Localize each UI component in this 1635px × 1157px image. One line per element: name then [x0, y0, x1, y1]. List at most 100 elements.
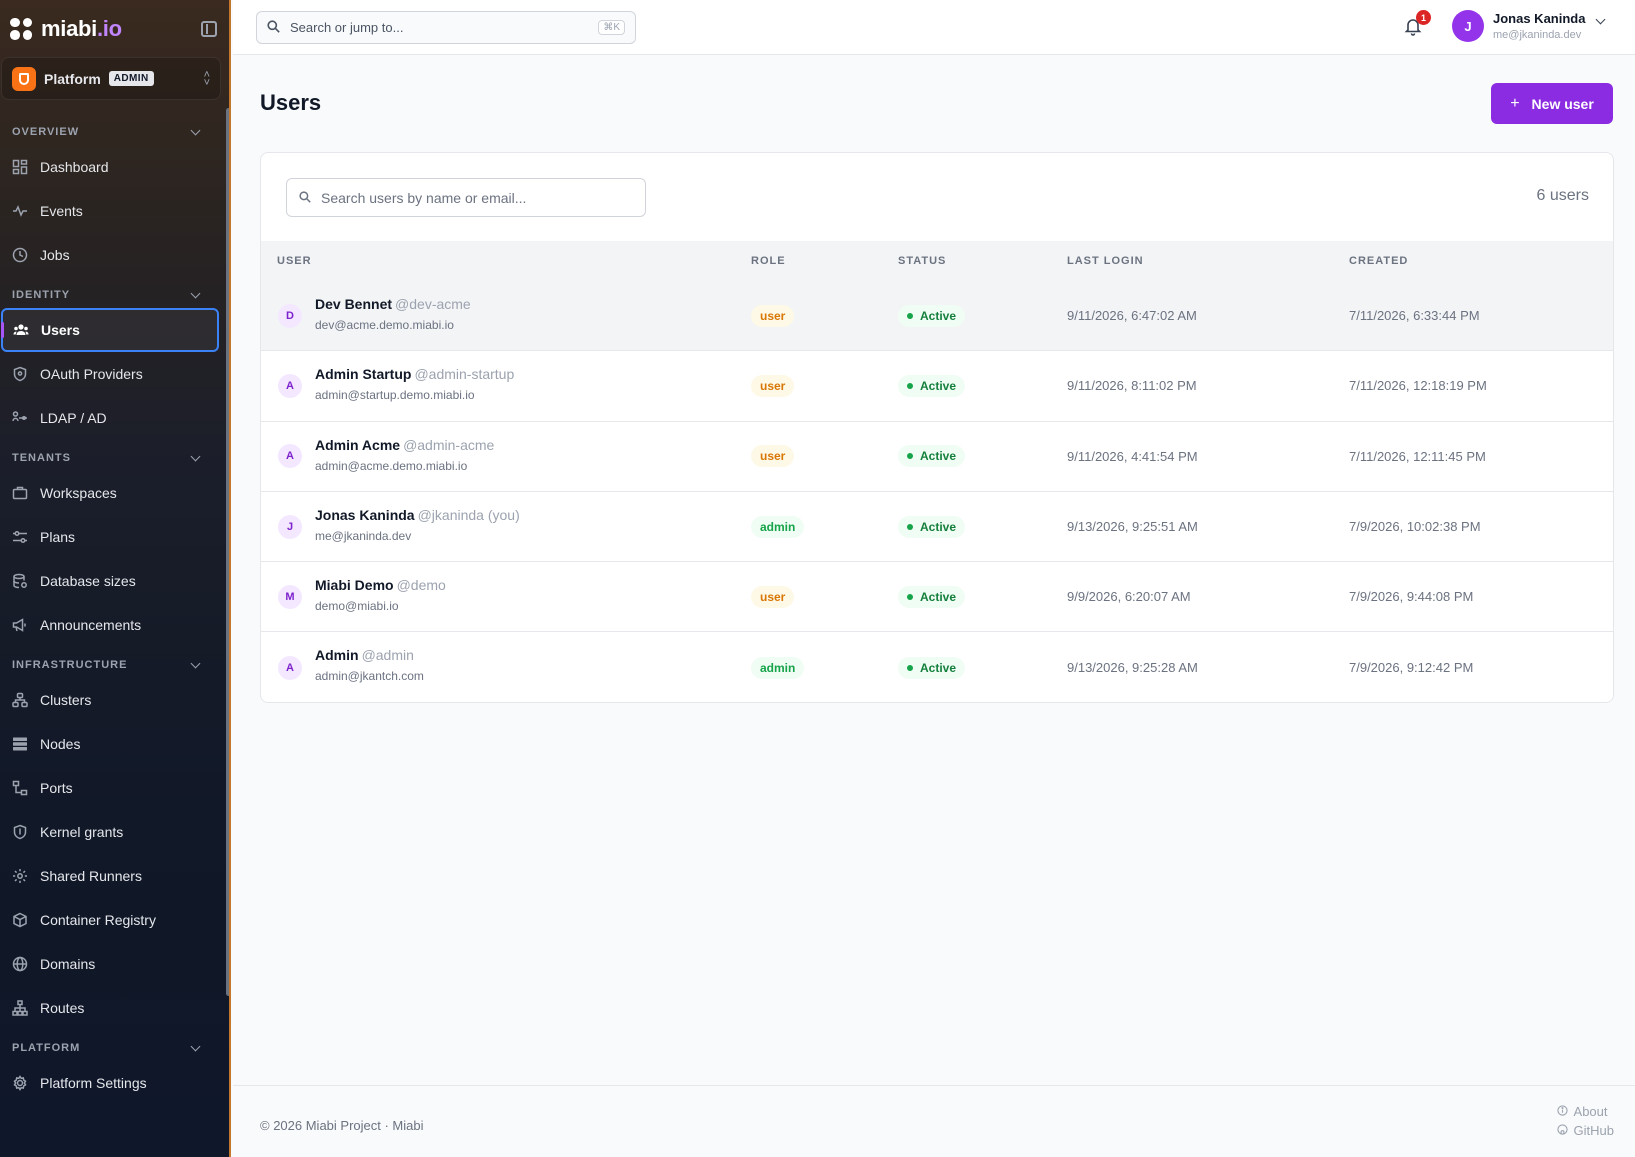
- table-row[interactable]: A Admin Startup @admin-startup admin@star…: [261, 351, 1613, 422]
- sidebar-item-jobs[interactable]: Jobs: [0, 233, 229, 277]
- avatar: A: [278, 444, 302, 469]
- sidebar-item-domains[interactable]: Domains: [0, 942, 229, 986]
- sidebar-item-dashboard[interactable]: Dashboard: [0, 145, 229, 189]
- sidebar-item-workspaces[interactable]: Workspaces: [0, 471, 229, 515]
- database-icon: [12, 573, 28, 589]
- last-login: 9/9/2026, 6:20:07 AM: [1067, 589, 1191, 605]
- briefcase-icon: [12, 485, 28, 501]
- column-header-status[interactable]: STATUS: [898, 255, 947, 267]
- role-badge: user: [751, 445, 795, 468]
- workspace-switcher[interactable]: Platform ADMIN ˄ ˅: [1, 57, 221, 100]
- table-row[interactable]: M Miabi Demo @demo demo@miabi.io user Act…: [261, 562, 1613, 633]
- github-link[interactable]: GitHub: [1556, 1123, 1614, 1138]
- user-handle: @demo: [396, 577, 446, 594]
- status-dot-icon: [907, 312, 913, 319]
- sidebar-item-label: Database sizes: [40, 573, 136, 589]
- workspace-role-badge: ADMIN: [108, 71, 154, 86]
- chevron-down-icon: [1596, 14, 1606, 24]
- last-login: 9/11/2026, 8:11:02 PM: [1067, 378, 1197, 394]
- column-header-created[interactable]: CREATED: [1349, 255, 1409, 267]
- section-infrastructure[interactable]: INFRASTRUCTURE: [0, 655, 229, 675]
- brand-name: miabi.io: [41, 15, 122, 41]
- table-row[interactable]: A Admin @admin admin@jkantch.com admin Ac…: [261, 632, 1613, 702]
- shortcut-hint: ⌘K: [598, 20, 625, 35]
- section-tenants[interactable]: TENANTS: [0, 448, 229, 468]
- last-login: 9/13/2026, 9:25:51 AM: [1067, 519, 1198, 535]
- user-name: Admin Acme: [315, 436, 401, 453]
- sidebar-item-container-registry[interactable]: Container Registry: [0, 898, 229, 942]
- avatar: D: [278, 303, 302, 328]
- activity-icon: [12, 203, 28, 219]
- avatar: A: [278, 373, 302, 398]
- notifications-button[interactable]: 1: [1403, 10, 1431, 38]
- footer-links: About GitHub: [1556, 1104, 1614, 1142]
- status-badge: Active: [898, 656, 966, 679]
- sidebar-collapse-icon[interactable]: [201, 20, 217, 37]
- created-at: 7/9/2026, 9:44:08 PM: [1349, 589, 1474, 605]
- user-menu[interactable]: J Jonas Kaninda me@jkaninda.dev: [1452, 10, 1606, 42]
- section-identity[interactable]: IDENTITY: [0, 285, 229, 305]
- status-badge: Active: [898, 445, 966, 468]
- user-handle: @jkaninda (you): [417, 506, 520, 523]
- topbar: Search or jump to... ⌘K 1 J Jonas Kanind…: [233, 0, 1635, 55]
- user-handle: @dev-acme: [395, 296, 471, 312]
- global-search[interactable]: Search or jump to... ⌘K: [256, 11, 636, 44]
- status-badge: Active: [898, 515, 966, 538]
- sidebar-item-events[interactable]: Events: [0, 189, 229, 233]
- workspace-name: Platform: [44, 70, 101, 87]
- table-row[interactable]: J Jonas Kaninda @jkaninda (you) me@jkanin…: [261, 492, 1613, 563]
- created-at: 7/9/2026, 9:12:42 PM: [1349, 660, 1474, 676]
- last-login: 9/11/2026, 4:41:54 PM: [1067, 448, 1198, 464]
- user-search-input[interactable]: [321, 189, 621, 206]
- user-email: demo@miabi.io: [315, 599, 399, 614]
- user-name: Admin: [315, 647, 359, 664]
- about-link[interactable]: About: [1556, 1104, 1614, 1119]
- sidebar-item-oauth-providers[interactable]: OAuth Providers: [0, 352, 229, 396]
- notification-count-badge: 1: [1416, 10, 1431, 25]
- user-name: Miabi Demo: [315, 577, 394, 594]
- sitemap-icon: [12, 1000, 28, 1016]
- role-badge: user: [751, 374, 795, 397]
- sidebar-item-announcements[interactable]: Announcements: [0, 603, 229, 647]
- sidebar-item-plans[interactable]: Plans: [0, 515, 229, 559]
- sidebar-item-label: Users: [41, 322, 80, 338]
- user-name: Dev Bennet: [315, 296, 393, 312]
- sidebar-item-platform-settings[interactable]: Platform Settings: [0, 1061, 229, 1105]
- sidebar-item-users[interactable]: Users: [1, 308, 219, 352]
- sidebar-item-ldap[interactable]: LDAP / AD: [0, 396, 229, 440]
- user-search[interactable]: [286, 178, 646, 217]
- sidebar-item-kernel-grants[interactable]: Kernel grants: [0, 810, 229, 854]
- sidebar-item-shared-runners[interactable]: Shared Runners: [0, 854, 229, 898]
- global-search-placeholder: Search or jump to...: [290, 20, 404, 35]
- search-icon: [267, 19, 280, 36]
- sidebar-item-routes[interactable]: Routes: [0, 986, 229, 1030]
- status-badge: Active: [898, 585, 966, 608]
- current-user-email: me@jkaninda.dev: [1493, 29, 1582, 41]
- sidebar-item-label: Kernel grants: [40, 824, 124, 840]
- column-header-user[interactable]: USER: [277, 255, 312, 267]
- user-count: 6 users: [1536, 187, 1589, 204]
- section-platform[interactable]: PLATFORM: [0, 1038, 229, 1058]
- section-overview[interactable]: OVERVIEW: [0, 122, 229, 142]
- sidebar-item-ports[interactable]: Ports: [0, 766, 229, 810]
- sidebar-item-label: Ports: [40, 780, 73, 796]
- clock-icon: [12, 247, 28, 263]
- sidebar-item-nodes[interactable]: Nodes: [0, 722, 229, 766]
- sidebar-item-database-sizes[interactable]: Database sizes: [0, 559, 229, 603]
- chevron-down-icon: [190, 288, 201, 298]
- server-icon: [12, 736, 28, 752]
- settings-icon: [12, 1075, 28, 1091]
- chevron-up-down-icon: ˄ ˅: [203, 68, 210, 89]
- table-row[interactable]: A Admin Acme @admin-acme admin@acme.demo.…: [261, 422, 1613, 492]
- sidebar-item-clusters[interactable]: Clusters: [0, 678, 229, 722]
- table-row[interactable]: D Dev Bennet @dev-acme dev@acme.demo.miab…: [261, 281, 1613, 352]
- ldap-icon: [12, 410, 28, 426]
- sidebar-scrollbar[interactable]: [226, 108, 229, 996]
- table-header: USER ROLE STATUS LAST LOGIN CREATED: [261, 241, 1613, 281]
- column-header-last-login[interactable]: LAST LOGIN: [1067, 255, 1144, 267]
- column-header-role[interactable]: ROLE: [751, 255, 786, 267]
- user-cell: Admin @admin admin@jkantch.com: [315, 647, 424, 683]
- new-user-button[interactable]: + New user: [1491, 83, 1613, 124]
- users-table-card: 6 users USER ROLE STATUS LAST LOGIN CREA…: [260, 152, 1614, 703]
- footer: © 2026 Miabi Project · Miabi About GitHu…: [233, 1085, 1635, 1157]
